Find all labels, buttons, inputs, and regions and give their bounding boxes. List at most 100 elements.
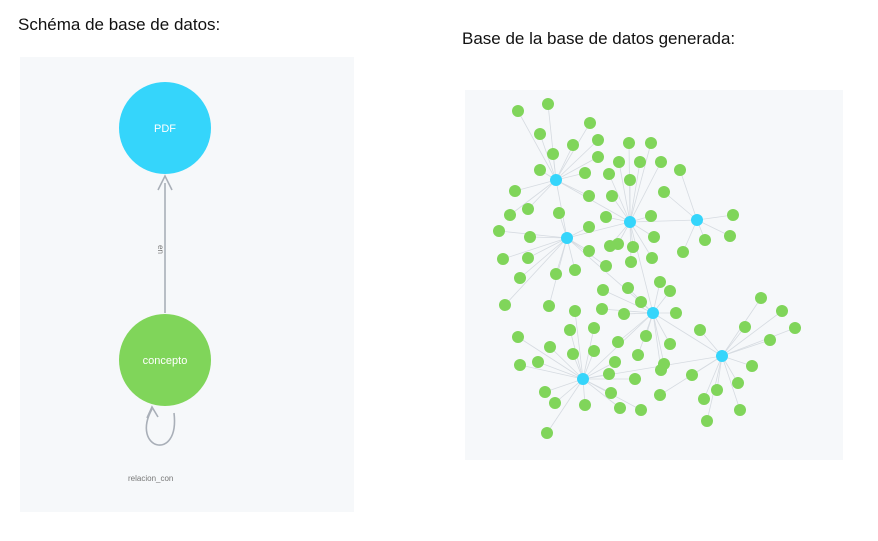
concepto-graph-node[interactable]: [658, 186, 670, 198]
concepto-graph-node[interactable]: [609, 356, 621, 368]
concepto-graph-node[interactable]: [614, 402, 626, 414]
concepto-graph-node[interactable]: [564, 324, 576, 336]
concepto-graph-node[interactable]: [567, 139, 579, 151]
concepto-graph-node[interactable]: [547, 148, 559, 160]
concepto-graph-node[interactable]: [534, 164, 546, 176]
concepto-graph-node[interactable]: [648, 231, 660, 243]
concepto-graph-node[interactable]: [549, 397, 561, 409]
concepto-graph-node[interactable]: [711, 384, 723, 396]
concepto-graph-node[interactable]: [664, 338, 676, 350]
concepto-graph-node[interactable]: [764, 334, 776, 346]
concepto-graph-node[interactable]: [534, 128, 546, 140]
concepto-graph-node[interactable]: [544, 341, 556, 353]
concepto-graph-node[interactable]: [514, 359, 526, 371]
concepto-graph-node[interactable]: [539, 386, 551, 398]
concepto-graph-node[interactable]: [645, 137, 657, 149]
concepto-graph-node[interactable]: [612, 336, 624, 348]
concepto-graph-node[interactable]: [509, 185, 521, 197]
concepto-graph-node[interactable]: [592, 134, 604, 146]
concepto-graph-node[interactable]: [583, 190, 595, 202]
concepto-graph-node[interactable]: [613, 156, 625, 168]
concepto-graph-node[interactable]: [603, 168, 615, 180]
concepto-graph-node[interactable]: [522, 203, 534, 215]
concepto-graph-node[interactable]: [677, 246, 689, 258]
concepto-graph-node[interactable]: [698, 393, 710, 405]
concepto-graph-node[interactable]: [584, 117, 596, 129]
concepto-graph-node[interactable]: [543, 300, 555, 312]
pdf-graph-node[interactable]: [577, 373, 589, 385]
concepto-graph-node[interactable]: [655, 156, 667, 168]
concepto-graph-node[interactable]: [670, 307, 682, 319]
concepto-graph-node[interactable]: [569, 264, 581, 276]
concepto-graph-node[interactable]: [600, 211, 612, 223]
concepto-graph-node[interactable]: [646, 252, 658, 264]
concepto-graph-node[interactable]: [583, 221, 595, 233]
concepto-graph-node[interactable]: [635, 296, 647, 308]
concepto-graph-node[interactable]: [569, 305, 581, 317]
concepto-graph-node[interactable]: [734, 404, 746, 416]
concepto-graph-node[interactable]: [632, 349, 644, 361]
concepto-graph-node[interactable]: [654, 389, 666, 401]
concepto-graph-node[interactable]: [699, 234, 711, 246]
concepto-node[interactable]: [119, 314, 211, 406]
concepto-graph-node[interactable]: [605, 387, 617, 399]
concepto-graph-node[interactable]: [504, 209, 516, 221]
pdf-graph-node[interactable]: [691, 214, 703, 226]
concepto-graph-node[interactable]: [694, 324, 706, 336]
concepto-graph-node[interactable]: [588, 322, 600, 334]
concepto-graph-node[interactable]: [622, 282, 634, 294]
concepto-graph-node[interactable]: [640, 330, 652, 342]
concepto-graph-node[interactable]: [776, 305, 788, 317]
pdf-graph-node[interactable]: [647, 307, 659, 319]
concepto-graph-node[interactable]: [579, 399, 591, 411]
concepto-graph-node[interactable]: [732, 377, 744, 389]
concepto-graph-node[interactable]: [664, 285, 676, 297]
concepto-graph-node[interactable]: [606, 190, 618, 202]
concepto-graph-node[interactable]: [493, 225, 505, 237]
concepto-graph-node[interactable]: [674, 164, 686, 176]
concepto-graph-node[interactable]: [686, 369, 698, 381]
pdf-graph-node[interactable]: [561, 232, 573, 244]
concepto-graph-node[interactable]: [604, 240, 616, 252]
concepto-graph-node[interactable]: [499, 299, 511, 311]
concepto-graph-node[interactable]: [627, 241, 639, 253]
concepto-graph-node[interactable]: [541, 427, 553, 439]
concepto-graph-node[interactable]: [497, 253, 509, 265]
concepto-graph-node[interactable]: [629, 373, 641, 385]
concepto-graph-node[interactable]: [596, 303, 608, 315]
concepto-graph-node[interactable]: [532, 356, 544, 368]
concepto-graph-node[interactable]: [645, 210, 657, 222]
pdf-graph-node[interactable]: [624, 216, 636, 228]
concepto-graph-node[interactable]: [655, 364, 667, 376]
concepto-graph-node[interactable]: [624, 174, 636, 186]
concepto-graph-node[interactable]: [522, 252, 534, 264]
concepto-graph-node[interactable]: [654, 276, 666, 288]
concepto-graph-node[interactable]: [514, 272, 526, 284]
concepto-graph-node[interactable]: [746, 360, 758, 372]
concepto-graph-node[interactable]: [739, 321, 751, 333]
concepto-graph-node[interactable]: [579, 167, 591, 179]
concepto-graph-node[interactable]: [567, 348, 579, 360]
pdf-node[interactable]: [119, 82, 211, 174]
concepto-graph-node[interactable]: [635, 404, 647, 416]
concepto-graph-node[interactable]: [727, 209, 739, 221]
concepto-graph-node[interactable]: [542, 98, 554, 110]
pdf-graph-node[interactable]: [550, 174, 562, 186]
concepto-graph-node[interactable]: [553, 207, 565, 219]
concepto-graph-node[interactable]: [789, 322, 801, 334]
concepto-graph-node[interactable]: [623, 137, 635, 149]
concepto-graph-node[interactable]: [701, 415, 713, 427]
concepto-graph-node[interactable]: [625, 256, 637, 268]
concepto-graph-node[interactable]: [597, 284, 609, 296]
concepto-graph-node[interactable]: [592, 151, 604, 163]
concepto-graph-node[interactable]: [600, 260, 612, 272]
concepto-graph-node[interactable]: [583, 245, 595, 257]
pdf-graph-node[interactable]: [716, 350, 728, 362]
concepto-graph-node[interactable]: [512, 105, 524, 117]
concepto-graph-node[interactable]: [524, 231, 536, 243]
concepto-graph-node[interactable]: [588, 345, 600, 357]
concepto-graph-node[interactable]: [550, 268, 562, 280]
concepto-graph-node[interactable]: [618, 308, 630, 320]
concepto-graph-node[interactable]: [634, 156, 646, 168]
concepto-graph-node[interactable]: [512, 331, 524, 343]
